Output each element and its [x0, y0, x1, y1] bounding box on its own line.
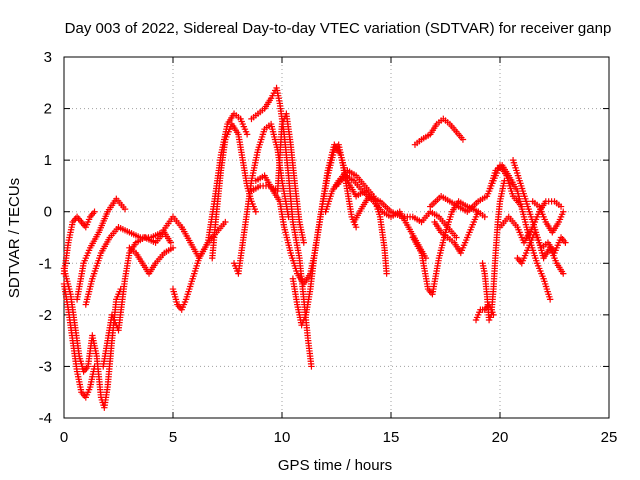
data-point — [252, 208, 260, 215]
data-point — [91, 208, 98, 215]
x-tick-label: 0 — [60, 429, 68, 446]
y-axis-label: SDTVAR / TECUs — [6, 178, 23, 298]
y-tick-label: -4 — [39, 410, 52, 427]
data-point — [300, 239, 307, 246]
chart-title: Day 003 of 2022, Sidereal Day-to-day VTE… — [65, 20, 612, 37]
series-arc-25 — [485, 162, 554, 303]
data-point — [546, 296, 554, 303]
y-tick-label: 0 — [44, 204, 52, 221]
data-point — [453, 234, 460, 241]
series-arc-15 — [289, 141, 369, 329]
series-arc-24 — [472, 301, 497, 324]
series-arc-23 — [479, 177, 508, 324]
series-arc-29 — [529, 198, 567, 236]
axis-ticks — [63, 56, 610, 419]
series-arc-28 — [514, 229, 569, 267]
series-arc-5 — [82, 213, 185, 308]
y-tick-label: -3 — [39, 358, 52, 375]
data-point — [459, 136, 467, 143]
series-arc-4 — [73, 195, 129, 303]
y-tick-label: 1 — [44, 152, 52, 169]
data-series — [60, 84, 569, 411]
x-tick-label: 10 — [274, 429, 291, 446]
series-arc-7 — [126, 244, 177, 277]
data-point — [243, 131, 251, 138]
y-tick-label: -1 — [39, 255, 52, 272]
series-arc-2 — [60, 265, 124, 411]
series-arc-17 — [322, 167, 390, 277]
data-point — [167, 239, 175, 246]
data-point — [490, 311, 497, 319]
data-point — [169, 244, 177, 252]
data-point — [383, 270, 390, 277]
data-point — [121, 205, 129, 213]
data-point — [475, 208, 482, 215]
axis-tick-labels: 0 5 10 15 20 25 -4 -3 -2 -1 0 1 2 3 — [39, 49, 618, 446]
data-point — [560, 208, 567, 215]
y-tick-label: -2 — [39, 307, 52, 324]
x-tick-label: 25 — [601, 429, 618, 446]
data-point — [501, 177, 508, 184]
series-arc-13 — [248, 110, 307, 246]
data-point — [560, 270, 567, 277]
x-tick-label: 15 — [383, 429, 400, 446]
data-point — [352, 223, 360, 231]
series-arc-18 — [350, 193, 460, 241]
series-arc-1 — [60, 280, 98, 401]
series-arc-3 — [60, 208, 98, 277]
data-point — [481, 213, 488, 221]
plot-frame — [63, 56, 610, 419]
x-axis-label: GPS time / hours — [278, 457, 392, 474]
x-tick-label: 20 — [492, 429, 509, 446]
series-arc-21 — [427, 162, 525, 215]
data-point — [557, 203, 565, 210]
series-arc-19 — [411, 115, 467, 148]
series-arc-8 — [169, 218, 229, 313]
data-point — [308, 363, 315, 370]
data-point — [562, 239, 569, 246]
y-tick-label: 2 — [44, 101, 52, 118]
y-tick-label: 3 — [44, 49, 52, 66]
x-tick-label: 5 — [169, 429, 177, 446]
series-arc-6 — [100, 229, 175, 370]
series-arc-22 — [431, 208, 482, 257]
data-point — [222, 218, 229, 226]
